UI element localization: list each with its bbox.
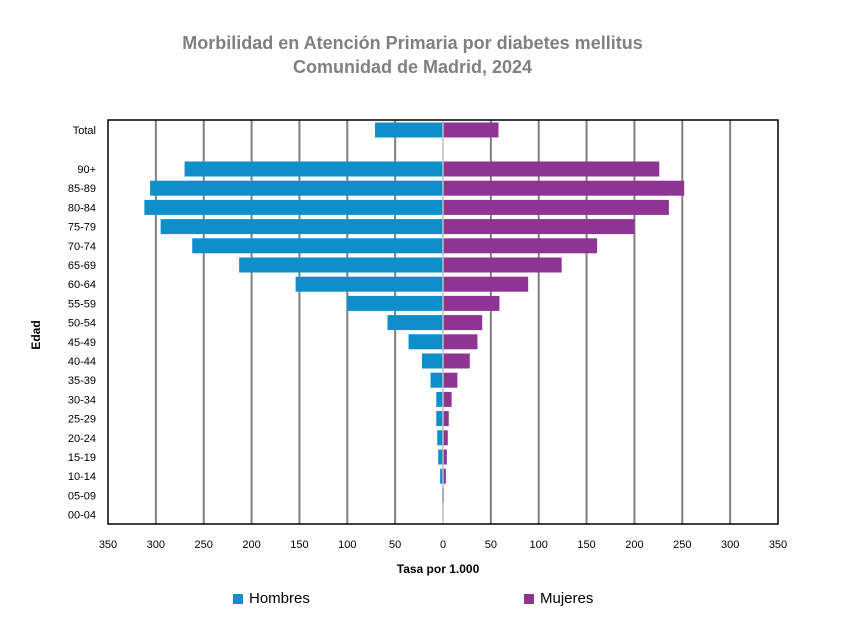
bar-mujeres-50-54 (443, 315, 483, 331)
legend-swatch-mujeres (524, 593, 534, 604)
bar-mujeres-80-84 (443, 199, 669, 215)
bar-hombres-80-84 (144, 199, 443, 215)
bar-hombres-90plus (184, 161, 444, 177)
y-tick-label: 00-04 (68, 510, 96, 522)
y-tick-label: 50-54 (68, 318, 96, 330)
y-tick-label: 25-29 (68, 414, 96, 426)
y-tick-label: 55-59 (68, 298, 96, 310)
bar-hombres-85-89 (150, 180, 443, 196)
chart-subtitle: Comunidad de Madrid, 2024 (292, 57, 533, 77)
chart-title: Morbilidad en Atención Primaria por diab… (182, 33, 643, 53)
x-tick-label: 150 (577, 539, 595, 551)
y-tick-label: 70-74 (68, 241, 96, 253)
bar-hombres-55-59 (347, 295, 443, 311)
bar-mujeres-total (443, 122, 499, 138)
y-tick-label: 75-79 (68, 222, 96, 234)
legend-swatch-hombres (233, 593, 243, 604)
x-tick-label: 50 (389, 539, 401, 551)
bar-mujeres-90plus (443, 161, 660, 177)
bar-hombres-50-54 (387, 315, 443, 331)
bar-hombres-30-34 (436, 391, 443, 407)
x-axis-label: Tasa por 1.000 (397, 562, 480, 576)
bar-mujeres-55-59 (443, 295, 500, 311)
x-tick-label: 300 (721, 539, 739, 551)
y-tick-label: 80-84 (68, 202, 96, 214)
bar-hombres-10-14 (440, 468, 443, 484)
bar-mujeres-15-19 (443, 449, 447, 465)
bar-mujeres-20-24 (443, 430, 448, 446)
bar-hombres-75-79 (160, 219, 443, 235)
legend-item-hombres: Hombres (233, 590, 310, 607)
y-axis-label: Edad (29, 320, 43, 349)
x-tick-label: 200 (625, 539, 643, 551)
x-tick-label: 250 (673, 539, 691, 551)
x-tick-label: 150 (290, 539, 308, 551)
x-tick-label: 50 (485, 539, 497, 551)
x-tick-label: 350 (99, 539, 117, 551)
legend-label-mujeres: Mujeres (540, 590, 594, 607)
y-tick-label: 35-39 (68, 375, 96, 387)
bar-hombres-15-19 (438, 449, 443, 465)
bar-hombres-45-49 (408, 334, 443, 350)
bar-hombres-60-64 (295, 276, 443, 292)
bar-hombres-65-69 (239, 257, 443, 273)
bar-hombres-total (375, 122, 443, 138)
bar-mujeres-65-69 (443, 257, 562, 273)
x-tick-label: 100 (530, 539, 548, 551)
bar-mujeres-85-89 (443, 180, 685, 196)
y-tick-label: 45-49 (68, 337, 96, 349)
bar-mujeres-10-14 (443, 468, 446, 484)
y-tick-label: 05-09 (68, 490, 96, 502)
y-tick-label: 60-64 (68, 279, 96, 291)
y-tick-label: 40-44 (68, 356, 96, 368)
x-tick-label: 250 (195, 539, 213, 551)
y-tick-label: 90+ (77, 164, 96, 176)
bar-hombres-20-24 (437, 430, 443, 446)
bar-mujeres-30-34 (443, 391, 452, 407)
x-tick-label: 100 (338, 539, 356, 551)
bar-mujeres-25-29 (443, 411, 449, 427)
bar-mujeres-60-64 (443, 276, 529, 292)
y-tick-label: 30-34 (68, 394, 96, 406)
bar-mujeres-35-39 (443, 372, 458, 388)
bar-mujeres-40-44 (443, 353, 470, 369)
y-tick-label: 85-89 (68, 183, 96, 195)
y-tick-label: 20-24 (68, 433, 96, 445)
y-tick-label: 65-69 (68, 260, 96, 272)
bar-hombres-70-74 (192, 238, 443, 254)
bar-mujeres-70-74 (443, 238, 598, 254)
x-tick-label: 200 (242, 539, 260, 551)
x-tick-label: 0 (440, 539, 446, 551)
bar-hombres-35-39 (430, 372, 443, 388)
bar-mujeres-75-79 (443, 219, 635, 235)
legend-item-mujeres: Mujeres (524, 590, 593, 607)
bar-hombres-40-44 (421, 353, 443, 369)
bar-mujeres-45-49 (443, 334, 478, 350)
x-tick-label: 300 (147, 539, 165, 551)
y-tick-label: 15-19 (68, 452, 96, 464)
x-tick-label: 350 (769, 539, 787, 551)
y-tick-label: 10-14 (68, 471, 96, 483)
legend-label-hombres: Hombres (249, 590, 310, 607)
bar-hombres-25-29 (436, 411, 443, 427)
y-tick-label: Total (73, 125, 96, 137)
plot-area (107, 119, 779, 525)
